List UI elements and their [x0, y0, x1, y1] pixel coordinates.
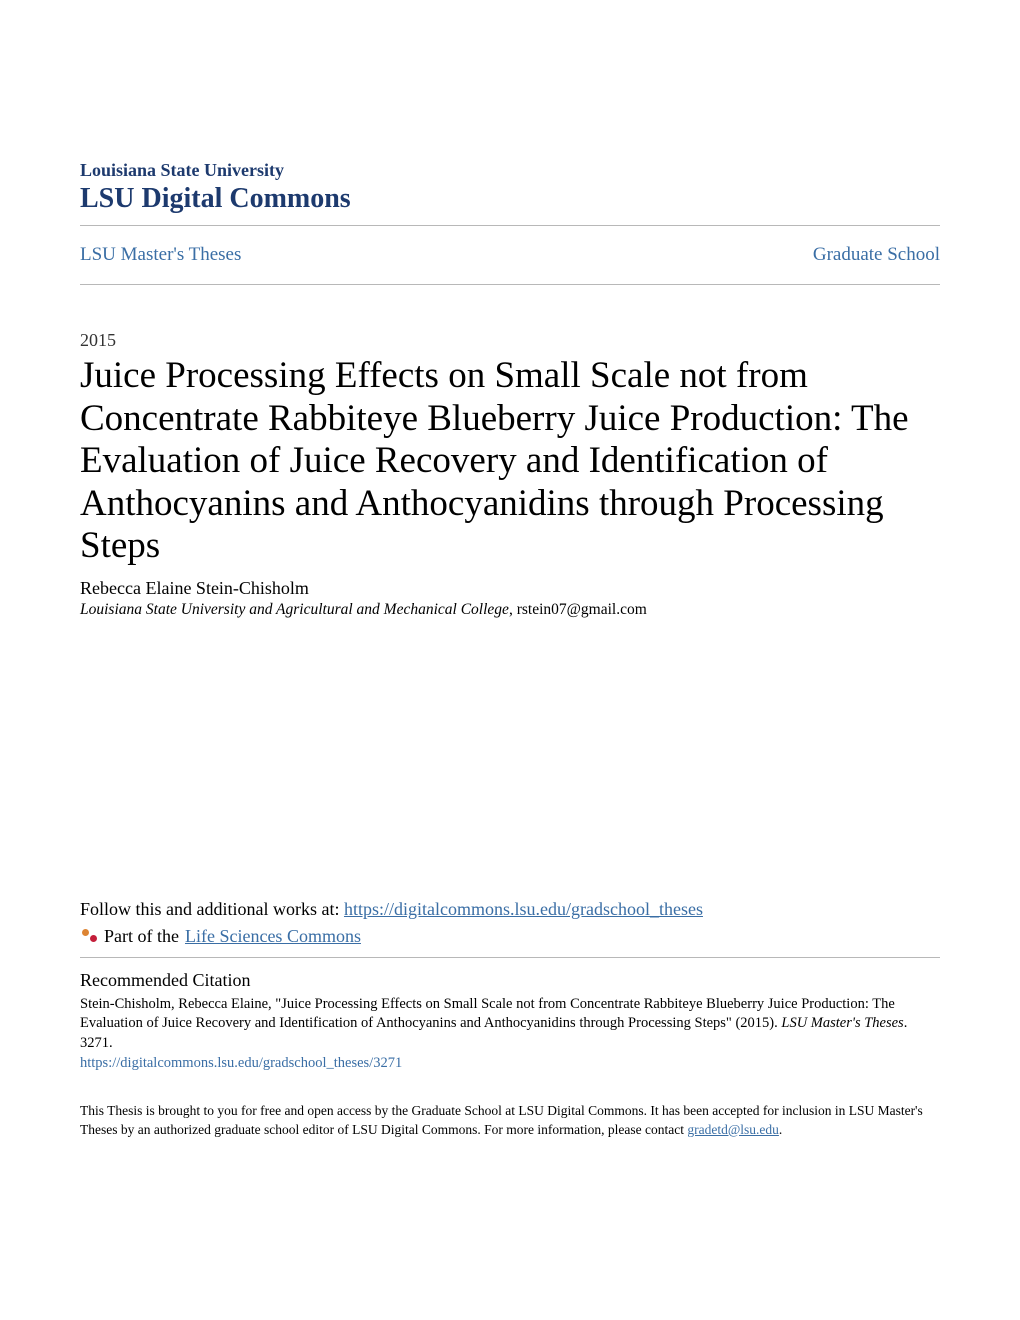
divider-citation [80, 957, 940, 958]
part-of-prefix: Part of the [104, 926, 179, 947]
contact-email-link[interactable]: gradetd@lsu.edu [687, 1122, 779, 1137]
subject-link[interactable]: Life Sciences Commons [185, 926, 361, 947]
publication-year: 2015 [80, 330, 940, 351]
citation-text: Stein-Chisholm, Rebecca Elaine, "Juice P… [80, 995, 940, 1054]
footer-note: This Thesis is brought to you for free a… [80, 1102, 940, 1138]
repository-name[interactable]: LSU Digital Commons [80, 183, 940, 215]
follow-link[interactable]: https://digitalcommons.lsu.edu/gradschoo… [344, 899, 703, 919]
school-link[interactable]: Graduate School [813, 244, 940, 266]
network-icon [80, 927, 98, 945]
author-email: , rstein07@gmail.com [509, 601, 647, 618]
document-title: Juice Processing Effects on Small Scale … [80, 355, 940, 568]
footer-post: . [779, 1122, 782, 1137]
citation-series: LSU Master's Theses [781, 1015, 903, 1031]
follow-block: Follow this and additional works at: htt… [80, 899, 940, 920]
footer-pre: This Thesis is brought to you for free a… [80, 1103, 923, 1136]
divider-nav [80, 284, 940, 285]
part-of-row: Part of the Life Sciences Commons [80, 926, 940, 947]
affiliation-text: Louisiana State University and Agricultu… [80, 601, 509, 618]
university-name: Louisiana State University [80, 160, 940, 181]
divider-top [80, 225, 940, 226]
header-block: Louisiana State University LSU Digital C… [80, 160, 940, 215]
citation-pre: Stein-Chisholm, Rebecca Elaine, "Juice P… [80, 996, 895, 1032]
author-name: Rebecca Elaine Stein-Chisholm [80, 578, 940, 599]
collection-link[interactable]: LSU Master's Theses [80, 244, 241, 266]
follow-prefix: Follow this and additional works at: [80, 899, 344, 919]
author-affiliation: Louisiana State University and Agricultu… [80, 601, 940, 619]
email-text: rstein07@gmail.com [517, 601, 647, 618]
breadcrumb-row: LSU Master's Theses Graduate School [80, 236, 940, 274]
citation-heading: Recommended Citation [80, 970, 940, 991]
citation-link[interactable]: https://digitalcommons.lsu.edu/gradschoo… [80, 1055, 940, 1072]
